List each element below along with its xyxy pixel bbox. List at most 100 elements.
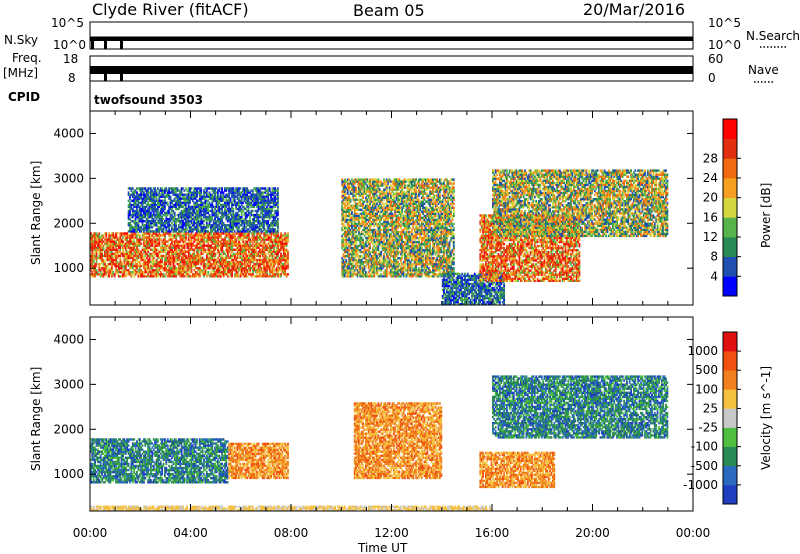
nsky-tick-bottom: 10^0 (53, 38, 86, 52)
range-gate-cell (218, 262, 221, 266)
range-gate-cell (215, 240, 218, 243)
range-gate-cell (225, 250, 228, 253)
range-gate-cell (260, 244, 263, 247)
range-gate-cell (229, 260, 232, 264)
range-gate-cell (351, 250, 353, 254)
range-gate-cell (246, 230, 249, 233)
range-gate-cell (243, 224, 246, 227)
range-gate-cell (97, 238, 99, 241)
range-gate-cell (90, 248, 92, 251)
range-gate-cell (141, 252, 144, 256)
range-gate-cell (127, 234, 130, 237)
range-gate-cell (173, 275, 176, 278)
range-gate-cell (341, 275, 344, 278)
range-gate-cell (168, 228, 170, 231)
range-gate-cell (218, 273, 221, 276)
range-gate-cell (122, 250, 124, 253)
range-gate-cell (234, 275, 236, 278)
range-gate-cell (184, 193, 187, 196)
range-gate-cell (177, 197, 180, 200)
range-gate-cell (263, 218, 265, 221)
range-gate-cell (130, 256, 133, 260)
range-gate-cell (99, 258, 102, 262)
range-gate-cell (277, 262, 280, 266)
range-gate-cell (257, 193, 260, 196)
range-gate-cell (113, 236, 116, 239)
range-gate-cell (277, 193, 279, 196)
range-gate-cell (196, 252, 198, 256)
range-gate-cell (232, 240, 235, 243)
range-gate-cell (219, 222, 222, 225)
range-gate-cell (131, 226, 134, 229)
range-gate-cell (201, 252, 204, 256)
range-gate-cell (203, 224, 205, 227)
range-gate-cell (122, 271, 124, 274)
range-gate-cell (353, 182, 356, 185)
range-gate-cell (235, 248, 238, 251)
range-gate-cell (180, 273, 183, 276)
range-gate-cell (240, 203, 243, 207)
range-gate-cell (141, 201, 144, 204)
range-gate-cell (172, 244, 175, 247)
range-gate-cell (207, 224, 210, 227)
range-gate-cell (168, 262, 171, 266)
range-gate-cell (231, 201, 233, 204)
range-gate-cell (243, 244, 246, 247)
range-gate-cell (130, 205, 133, 209)
range-gate-cell (258, 228, 261, 231)
range-gate-cell (141, 193, 144, 196)
range-gate-cell (217, 267, 219, 270)
range-gate-cell (236, 262, 239, 266)
range-gate-cell (173, 191, 176, 194)
range-gate-cell (271, 230, 274, 233)
range-gate-cell (344, 271, 346, 274)
range-gate-cell (275, 213, 278, 217)
range-gate-cell (213, 254, 215, 258)
range-gate-cell (109, 260, 112, 264)
range-gate-cell (266, 269, 268, 272)
range-gate-cell (266, 236, 268, 239)
range-gate-cell (193, 218, 196, 221)
range-gate-cell (189, 197, 191, 200)
range-gate-cell (158, 199, 161, 202)
range-gate-cell (199, 234, 201, 237)
range-gate-cell (349, 220, 352, 224)
range-gate-cell (169, 218, 172, 221)
range-gate-cell (175, 218, 177, 221)
range-gate-cell (196, 230, 198, 233)
range-gate-cell (95, 232, 98, 235)
range-gate-cell (207, 260, 210, 264)
range-gate-cell (91, 254, 94, 258)
range-gate-cell (271, 197, 274, 200)
range-gate-cell (219, 230, 222, 233)
range-gate-cell (185, 262, 187, 266)
range-gate-cell (200, 236, 203, 239)
range-gate-cell (227, 242, 229, 245)
range-gate-cell (190, 244, 193, 247)
range-gate-cell (284, 262, 287, 266)
range-gate-cell (179, 195, 182, 198)
range-gate-cell (217, 228, 219, 231)
range-gate-cell (224, 195, 226, 198)
range-gate-cell (355, 250, 357, 254)
range-gate-cell (168, 254, 171, 258)
range-gate-cell (203, 275, 205, 278)
range-gate-cell (143, 267, 145, 270)
range-gate-cell (141, 232, 144, 235)
range-gate-cell (162, 222, 165, 225)
range-gate-cell (231, 258, 233, 262)
range-gate-cell (213, 256, 215, 260)
range-gate-cell (122, 240, 124, 243)
range-gate-cell (210, 230, 212, 233)
range-gate-cell (169, 199, 172, 202)
range-gate-cell (191, 197, 194, 200)
range-gate-cell (169, 232, 172, 235)
range-gate-cell (145, 234, 148, 237)
range-gate-cell (348, 186, 350, 189)
range-gate-cell (171, 254, 173, 258)
range-gate-cell (275, 258, 278, 262)
range-gate-cell (287, 236, 289, 239)
range-gate-cell (227, 267, 229, 270)
range-gate-cell (250, 199, 253, 202)
range-gate-cell (94, 271, 96, 274)
